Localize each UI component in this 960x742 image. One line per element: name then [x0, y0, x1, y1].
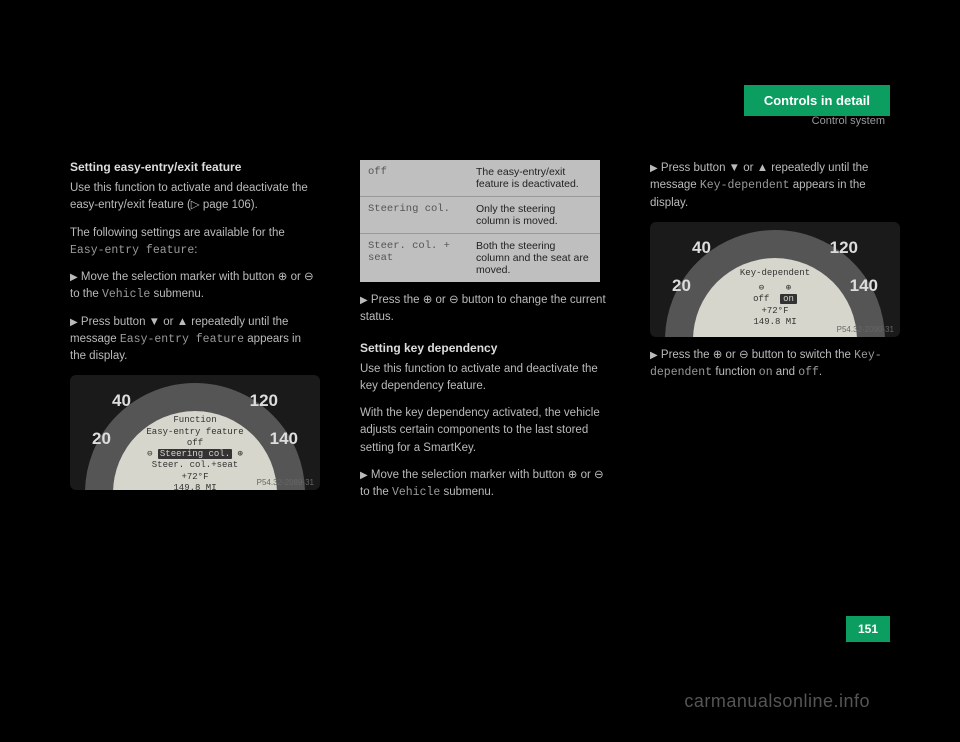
para: Use this function to activate and deacti…	[70, 180, 320, 215]
column-right: ▶ Press button ▼ or ▲ repeatedly until t…	[650, 160, 900, 391]
gauge-tick: 120	[830, 238, 858, 258]
table-row: Steering col. Only the steering column i…	[360, 197, 600, 234]
gauge-tick: 40	[112, 391, 131, 411]
manual-page: Controls in detail Control system Settin…	[70, 70, 890, 622]
option-name: Steer. col. + seat	[360, 234, 468, 283]
page-number: 151	[846, 616, 890, 642]
display-image-easy-entry: 40 20 120 140 Function Easy-entry featur…	[70, 375, 320, 490]
gauge-display: Key-dependent ⊖ ⊕ off on +72°F 149.8 MI	[693, 262, 857, 328]
column-middle: off The easy-entry/exit feature is deact…	[360, 160, 610, 511]
gauge-tick: 20	[92, 429, 111, 449]
option-name: Steering col.	[360, 197, 468, 234]
para: The following settings are available for…	[70, 225, 320, 260]
para: With the key dependency activated, the v…	[360, 405, 610, 457]
step: ▶ Press the ⊕ or ⊖ button to change the …	[360, 292, 610, 327]
options-table: off The easy-entry/exit feature is deact…	[360, 160, 600, 282]
para: Use this function to activate and deacti…	[360, 361, 610, 396]
column-left: Setting easy-entry/exit feature Use this…	[70, 160, 320, 500]
heading-key-dependency: Setting key dependency	[360, 341, 610, 355]
section-subtitle: Control system	[812, 115, 885, 127]
image-code: P54.32-2089-31	[257, 478, 314, 487]
gauge-tick: 40	[692, 238, 711, 258]
display-image-key-dependent: 40 20 120 140 Key-dependent ⊖ ⊕ off on +…	[650, 222, 900, 337]
step: ▶ Move the selection marker with button …	[70, 269, 320, 304]
step: ▶ Press button ▼ or ▲ repeatedly until t…	[650, 160, 900, 212]
table-row: off The easy-entry/exit feature is deact…	[360, 160, 600, 197]
option-desc: Only the steering column is moved.	[468, 197, 600, 234]
watermark: carmanualsonline.info	[684, 691, 870, 712]
gauge-tick: 20	[672, 276, 691, 296]
gauge-tick: 120	[250, 391, 278, 411]
table-row: Steer. col. + seat Both the steering col…	[360, 234, 600, 283]
section-badge: Controls in detail	[744, 85, 890, 116]
step: ▶ Move the selection marker with button …	[360, 467, 610, 502]
option-desc: The easy-entry/exit feature is deactivat…	[468, 160, 600, 197]
step: ▶ Press button ▼ or ▲ repeatedly until t…	[70, 314, 320, 366]
option-desc: Both the steering column and the seat ar…	[468, 234, 600, 283]
heading-easy-entry: Setting easy-entry/exit feature	[70, 160, 320, 174]
image-code: P54.32-2090-31	[837, 325, 894, 334]
option-name: off	[360, 160, 468, 197]
gauge-display: Function Easy-entry feature off ⊖ Steeri…	[113, 415, 277, 490]
step: ▶ Press the ⊕ or ⊖ button to switch the …	[650, 347, 900, 382]
